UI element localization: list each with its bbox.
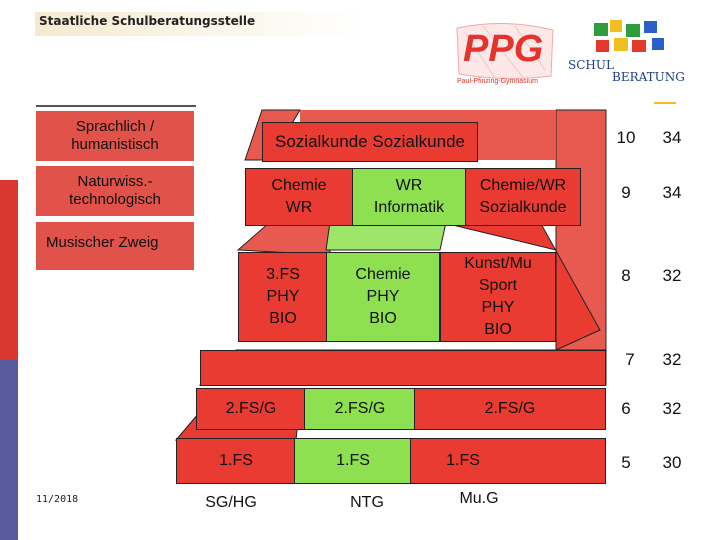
hours-10: 34 [662, 128, 682, 147]
sidebar-red-top [0, 0, 18, 180]
row7-block [200, 350, 606, 386]
row8-cell-ntg-label: Chemie PHY BIO [355, 266, 411, 327]
row9-cell-ntg: WR Informatik [352, 168, 466, 226]
row5-cell-ntg: 1.FS [294, 438, 412, 484]
row8-cell-mug-label: Kunst/Mu Sport PHY BIO [464, 255, 532, 338]
sidebar-blue [0, 360, 18, 540]
schulberatung-line1: SCHUL [568, 58, 614, 72]
grade-9: 9 [621, 183, 631, 202]
hours-7: 32 [662, 350, 682, 369]
hours-8: 32 [662, 266, 682, 285]
schulberatung-line2: BERATUNG [612, 70, 685, 84]
row5-cell-ntg-label: 1.FS [336, 452, 370, 469]
ppg-logo-graphic [456, 23, 554, 81]
row5-cell-sg: 1.FS [176, 438, 296, 484]
row9-cell-sg: Chemie WR [245, 168, 353, 226]
row10-block: Sozialkunde Sozialkunde [262, 122, 478, 162]
grade-7: 7 [625, 350, 635, 369]
row8-cell-sg-label: 3.FS PHY BIO [266, 266, 300, 327]
row6-cell-mug: 2.FS/G [414, 388, 606, 430]
hours-5: 30 [662, 453, 682, 472]
row6-cell-sg: 2.FS/G [196, 388, 306, 430]
footer-mug: Mu.G [459, 490, 499, 507]
header-banner: Staatliche Schulberatungsstelle [35, 12, 365, 36]
row9-cell-sg-label: Chemie WR [271, 177, 327, 216]
footer-ntg: NTG [350, 494, 384, 511]
row5-cell-mug-label: 1.FS [446, 452, 480, 469]
puzzle-icon [594, 20, 664, 52]
legend-naturwiss-label: Naturwiss.- technologisch [69, 173, 161, 208]
hours-6: 32 [662, 399, 682, 418]
sidebar-red [0, 180, 18, 360]
grade-6: 6 [621, 399, 631, 418]
legend-musisch-label: Musischer Zweig [46, 234, 159, 251]
grade-5: 5 [621, 453, 631, 472]
row10-label: Sozialkunde Sozialkunde [275, 132, 465, 151]
grade-10: 10 [616, 128, 636, 147]
row9-cell-mug-label: Chemie/WR Sozialkunde [479, 177, 567, 216]
logo-divider [654, 102, 676, 104]
legend-musisch: Musischer Zweig [36, 222, 194, 270]
legend-sprachlich: Sprachlich / humanistisch [36, 111, 194, 161]
hours-9: 34 [662, 183, 682, 202]
row6-cell-ntg-label: 2.FS/G [334, 400, 386, 417]
row8-cell-mug: Kunst/Mu Sport PHY BIO [440, 252, 556, 342]
date-label: 11/2018 [36, 494, 79, 505]
legend-naturwiss: Naturwiss.- technologisch [36, 166, 194, 216]
row5-cell-sg-label: 1.FS [219, 452, 253, 469]
ppg-logo-text: PPG [463, 28, 544, 70]
row8-cell-sg: 3.FS PHY BIO [238, 252, 328, 342]
row6-cell-sg-label: 2.FS/G [225, 400, 277, 417]
row6-cell-mug-label: 2.FS/G [484, 400, 536, 417]
row9-cell-mug: Chemie/WR Sozialkunde [465, 168, 581, 226]
header-title: Staatliche Schulberatungsstelle [39, 14, 256, 28]
row8-cell-ntg: Chemie PHY BIO [326, 252, 440, 342]
ppg-logo: PPG Paul-Pfinzing-Gymnasium [455, 18, 555, 92]
row5-cell-mug: 1.FS [410, 438, 606, 484]
row6-cell-ntg: 2.FS/G [304, 388, 416, 430]
schulberatung-logo: SCHUL BERATUNG [568, 18, 685, 104]
footer-sg-hg: SG/HG [205, 494, 257, 511]
row9-cell-ntg-label: WR Informatik [373, 177, 445, 216]
grade-8: 8 [621, 266, 631, 285]
legend-sprachlich-label: Sprachlich / humanistisch [71, 118, 159, 153]
ppg-logo-subtitle: Paul-Pfinzing-Gymnasium [457, 78, 538, 85]
legend-divider [36, 105, 196, 107]
